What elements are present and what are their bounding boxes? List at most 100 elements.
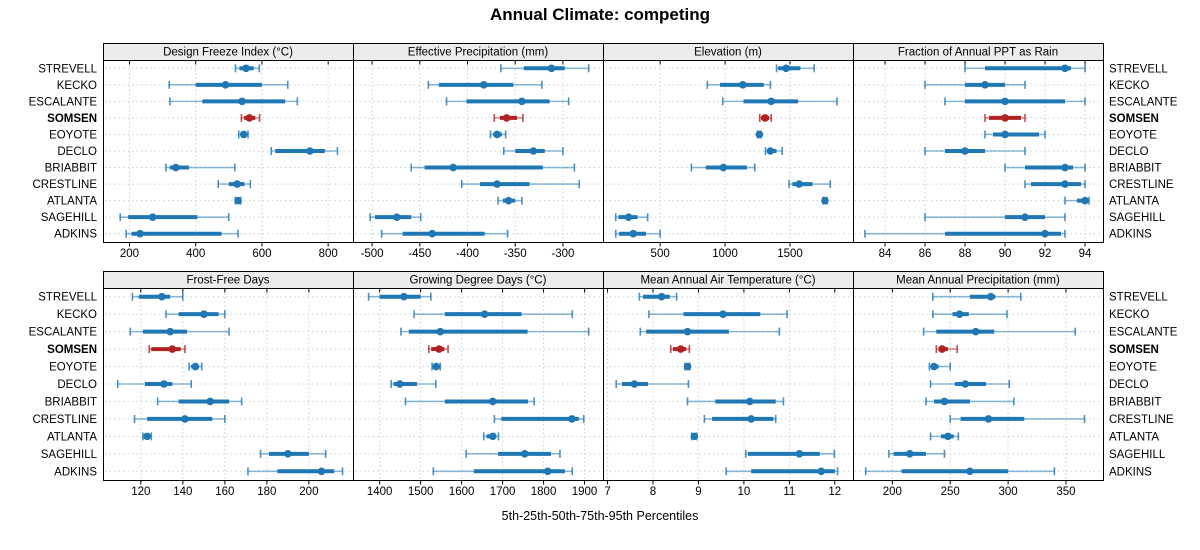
site-label-left-somsen: SOMSEN (47, 344, 97, 356)
axis-tick-label: -300 (551, 248, 574, 260)
strip-title: Elevation (m) (694, 47, 762, 59)
axis-tick-label: 250 (941, 486, 960, 498)
site-label-right-adkins: ADKINS (1109, 466, 1152, 478)
axis-tick-label: 90 (999, 248, 1012, 260)
percentile-row-sagehill (465, 449, 561, 458)
axis-tick-label: 10 (738, 486, 751, 498)
median-dot (630, 380, 639, 388)
axis-tick-label: 160 (215, 486, 234, 498)
median-dot (400, 292, 408, 301)
axis-tick-label: 200 (883, 486, 902, 498)
percentile-row-crestline (217, 180, 252, 189)
median-dot (1061, 64, 1069, 73)
site-label-left-somsen: SOMSEN (47, 113, 97, 125)
percentile-row-briabbit (1004, 163, 1086, 172)
percentile-row-eoyote (928, 362, 952, 371)
site-label-right-sagehill: SAGEHILL (1109, 212, 1166, 224)
strip-title: Growing Degree Days (°C) (410, 275, 547, 287)
site-label-right-atlanta: ATLANTA (1109, 431, 1159, 443)
median-dot (782, 64, 790, 73)
percentile-row-kecko (648, 310, 788, 319)
percentile-row-crestline (949, 414, 1086, 423)
site-label-left-declo: DECLO (57, 146, 97, 158)
percentile-row-declo (270, 147, 339, 155)
median-dot (520, 450, 529, 458)
site-label-left-atlanta: ATLANTA (47, 431, 97, 443)
median-dot (690, 432, 699, 441)
percentile-row-escalante (445, 97, 570, 106)
percentile-row-kecko (413, 310, 574, 319)
percentile-row-briabbit (410, 163, 576, 172)
site-label-left-escalante: ESCALANTE (29, 327, 98, 339)
axis-tick-label: 200 (299, 486, 318, 498)
percentile-row-adkins (125, 229, 239, 238)
median-dot (479, 81, 488, 89)
percentile-row-crestline (460, 180, 580, 189)
median-dot (739, 81, 747, 89)
site-label-left-declo: DECLO (57, 379, 97, 391)
percentile-row-strevell (131, 292, 184, 301)
percentile-row-crestline (703, 414, 777, 423)
median-dot (1001, 97, 1009, 106)
median-dot (148, 213, 157, 221)
percentile-row-adkins (864, 229, 1066, 238)
panel-elevation-m: Elevation (m) 500 1000 1500 (603, 43, 854, 260)
panel-frost-free-days: Frost-Free Days 120 140 160 180 200 (103, 271, 354, 498)
axis-tick-label: 86 (919, 248, 932, 260)
median-dot (191, 362, 200, 371)
median-dot (683, 362, 692, 371)
median-dot (166, 327, 175, 336)
axis-tick-label: 12 (828, 486, 841, 498)
median-dot (1001, 114, 1009, 122)
percentile-row-crestline (1024, 180, 1086, 189)
percentile-row-declo (502, 147, 564, 155)
percentile-row-strevell (964, 64, 1086, 73)
median-dot (435, 345, 443, 353)
chart-title: Annual Climate: competing (489, 5, 711, 24)
percentile-row-adkins (614, 229, 661, 238)
site-label-right-escalante: ESCALANTE (1109, 96, 1178, 108)
site-label-right-kecko: KECKO (1109, 80, 1149, 92)
median-dot (529, 147, 538, 155)
median-dot (493, 180, 501, 188)
percentile-row-atlanta (497, 196, 523, 205)
percentile-row-sagehill (744, 449, 836, 458)
site-label-left-atlanta: ATLANTA (47, 196, 97, 208)
percentile-row-crestline (133, 414, 226, 423)
median-dot (1041, 229, 1049, 238)
percentile-row-briabbit (686, 397, 785, 406)
percentile-row-sagehill (614, 213, 649, 222)
site-label-left-strevell: STREVELL (38, 292, 97, 304)
percentile-row-strevell (234, 64, 261, 73)
axis-tick-label: 7 (604, 486, 610, 498)
site-label-right-eoyote: EOYOTE (1109, 129, 1157, 141)
median-dot (961, 147, 969, 155)
percentile-row-strevell (367, 292, 432, 301)
median-dot (393, 213, 401, 221)
percentile-row-eoyote (984, 130, 1046, 139)
percentile-row-kecko (427, 80, 543, 89)
axis-tick-label: 180 (257, 486, 276, 498)
median-dot (284, 450, 292, 458)
median-dot (955, 310, 964, 318)
percentile-row-escalante (721, 97, 838, 106)
percentile-row-sagehill (369, 213, 422, 222)
median-dot (719, 310, 727, 318)
percentile-row-strevell (638, 292, 678, 301)
axis-tick-label: 140 (173, 486, 192, 498)
percentile-row-eoyote (431, 362, 442, 371)
median-dot (306, 147, 314, 155)
median-dot (1061, 163, 1069, 172)
panel-growing-degree-days-c: Growing Degree Days (°C) 1400 1500 1600 1700… (353, 271, 604, 498)
percentile-row-somsen (428, 345, 449, 354)
axis-tick-label: -400 (456, 248, 479, 260)
percentiles-caption: 5th-25th-50th-75th-95th Percentiles (501, 509, 699, 523)
median-dot (966, 467, 974, 476)
plot-background (603, 60, 854, 243)
percentile-row-escalante (944, 97, 1086, 106)
median-dot (239, 130, 248, 139)
panel-design-freeze-index-c: Design Freeze Index (°C) 200 400 600 800 (103, 43, 354, 260)
median-dot (436, 327, 445, 336)
median-dot (986, 292, 995, 301)
panel-effective-precipitation-mm: Effective Precipitation (mm) -500 -450 -400… (353, 43, 604, 260)
